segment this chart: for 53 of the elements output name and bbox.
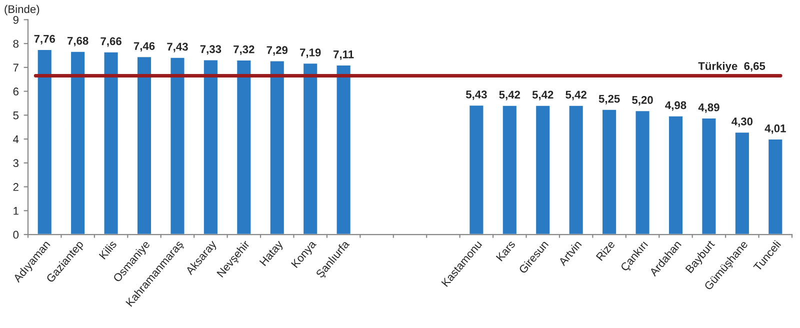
- data-label: 5,42: [566, 90, 586, 100]
- data-label: 4,89: [698, 103, 720, 113]
- bar: [700, 117, 718, 235]
- bar: [70, 50, 86, 235]
- y-tick-label: 0: [13, 230, 19, 239]
- bar: [468, 104, 485, 235]
- data-label: 7,68: [67, 36, 88, 46]
- data-label: 5,42: [532, 90, 554, 100]
- data-label: 5,43: [466, 90, 487, 100]
- data-label: 7,29: [266, 46, 288, 56]
- bar: [102, 50, 120, 235]
- bar: [634, 110, 651, 235]
- bar: [268, 60, 286, 235]
- x-tick-label: Kilis: [98, 240, 118, 260]
- data-label: 5,20: [632, 96, 653, 106]
- ref-line-label: Türkiye 6,65: [698, 62, 766, 72]
- bar: [568, 104, 584, 235]
- bar: [236, 59, 252, 235]
- data-label: 7,32: [234, 45, 254, 55]
- y-tick-label: 6: [13, 88, 18, 96]
- data-label: 4,01: [764, 124, 786, 134]
- data-label: 7,46: [134, 42, 155, 52]
- data-label: 7,19: [300, 48, 321, 58]
- data-label: 7,43: [167, 42, 188, 52]
- data-label: 4,30: [732, 118, 753, 127]
- y-tick-label: 3: [13, 159, 18, 168]
- bar: [202, 58, 219, 235]
- bar: [335, 64, 352, 235]
- data-label: 7,33: [200, 45, 222, 55]
- data-label: 5,25: [598, 94, 620, 104]
- y-tick-label: 2: [13, 183, 18, 191]
- bar: [767, 138, 784, 235]
- y-tick-label: 1: [14, 207, 18, 215]
- data-label: 4,98: [665, 101, 686, 111]
- y-axis-title: (Binde): [4, 4, 40, 16]
- bar: [136, 56, 152, 235]
- bar: [734, 131, 750, 235]
- y-tick-label: 5: [13, 112, 19, 120]
- data-label: 5,42: [499, 90, 520, 100]
- data-label: 7,11: [334, 50, 354, 60]
- bar: [36, 48, 53, 235]
- y-tick-label: 7: [13, 64, 18, 72]
- bar: [501, 104, 518, 235]
- bar: [169, 56, 186, 235]
- bar: [534, 104, 552, 235]
- y-tick-label: 4: [13, 135, 19, 144]
- data-label: 7,66: [100, 37, 122, 47]
- y-tick-label: 8: [13, 40, 18, 48]
- data-label: 7,76: [34, 34, 56, 44]
- bar: [601, 108, 618, 235]
- bar: [668, 114, 684, 235]
- y-tick-label: 9: [13, 16, 18, 24]
- bar: [302, 62, 319, 235]
